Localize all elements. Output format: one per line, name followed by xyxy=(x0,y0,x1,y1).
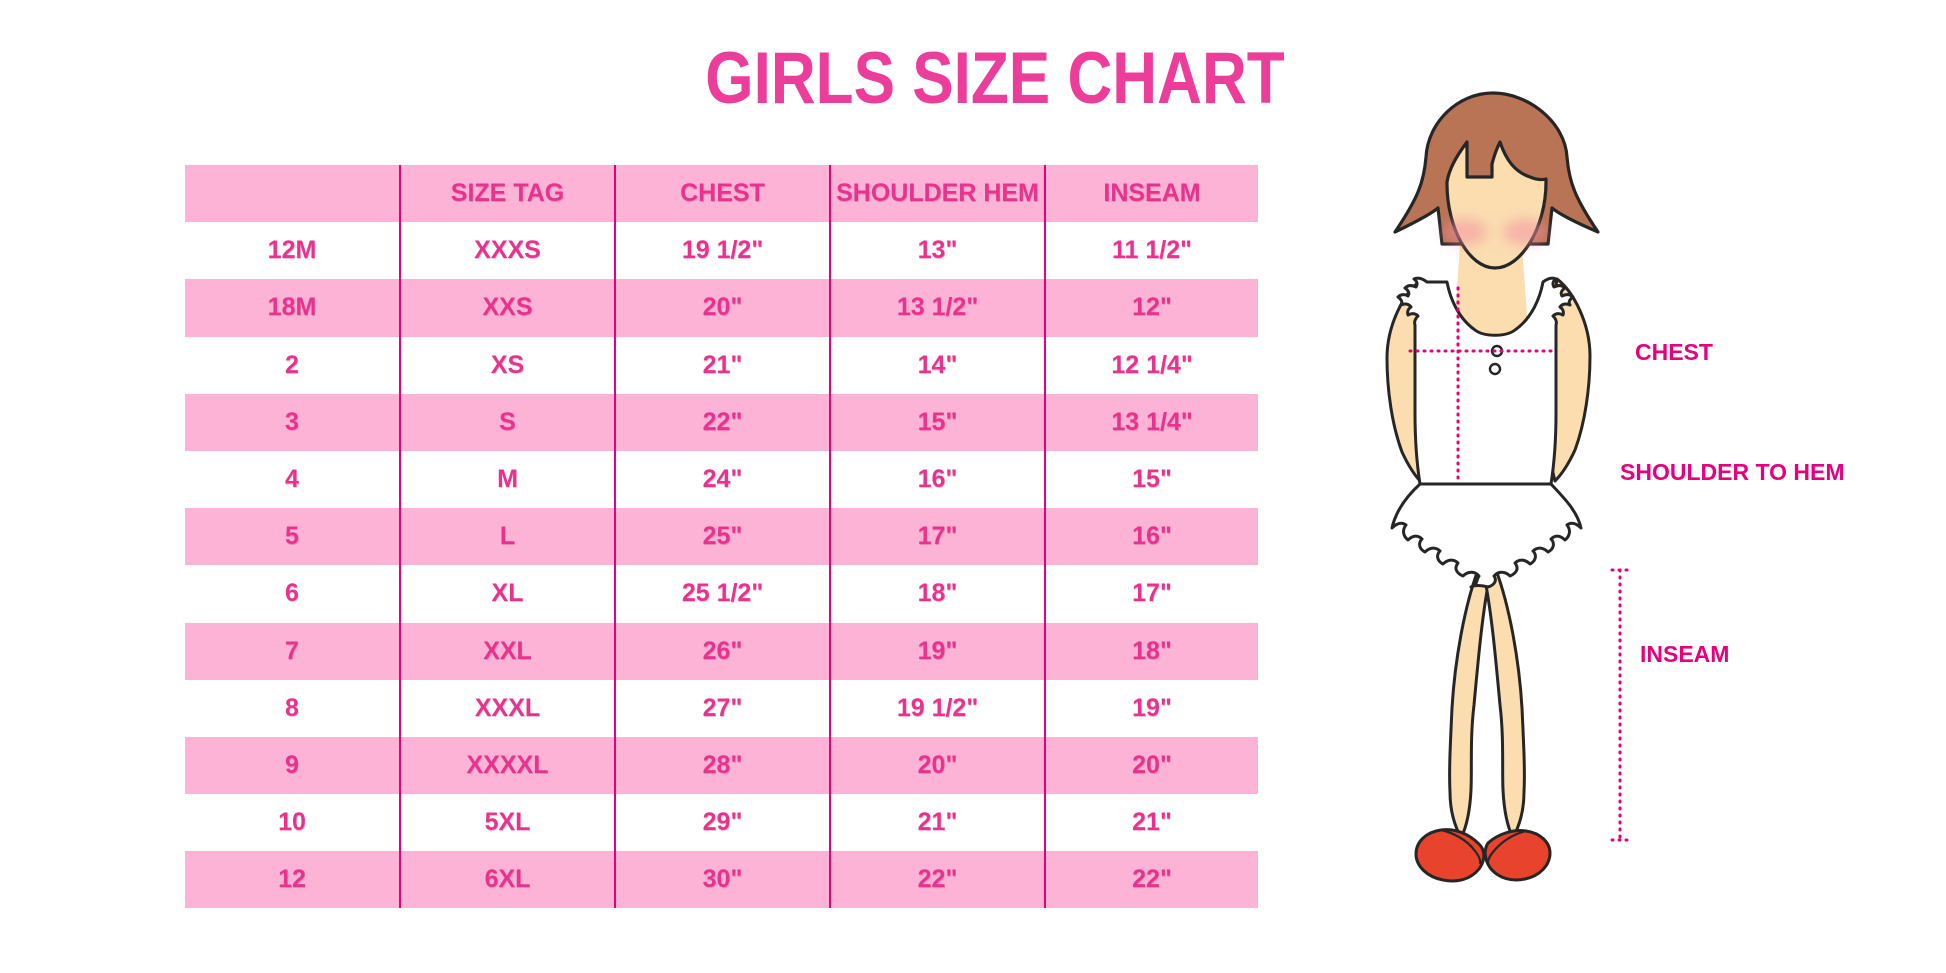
svg-text:SHOULDER TO HEM: SHOULDER TO HEM xyxy=(1620,459,1844,485)
svg-text:INSEAM: INSEAM xyxy=(1640,641,1729,667)
svg-text:CHEST: CHEST xyxy=(1635,339,1713,365)
